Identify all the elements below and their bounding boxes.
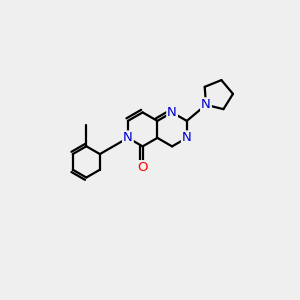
Text: N: N [182, 131, 192, 144]
Text: N: N [167, 106, 177, 119]
Text: O: O [137, 161, 148, 174]
Text: N: N [201, 98, 211, 111]
Text: N: N [123, 131, 133, 144]
